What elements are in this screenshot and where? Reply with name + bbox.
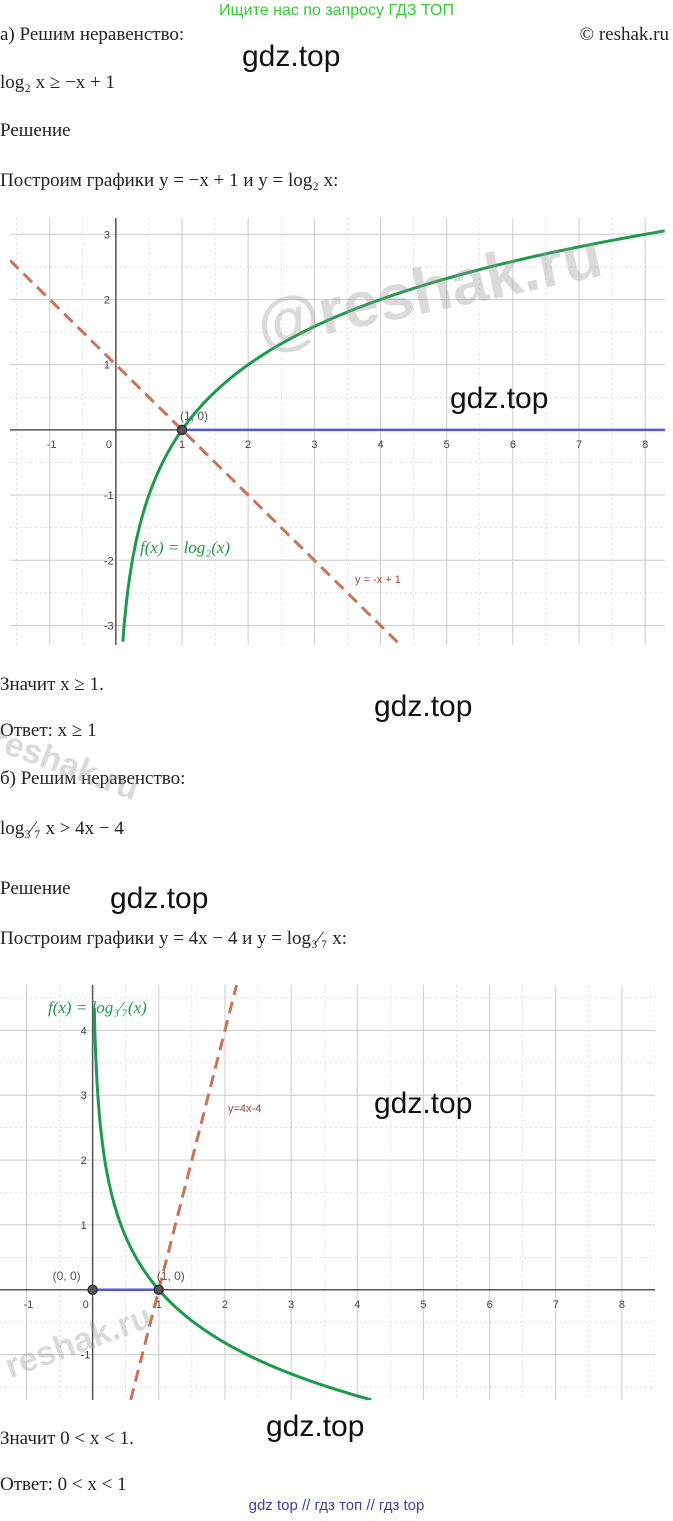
part-a-solution-label: Решение [0, 120, 71, 141]
graph-a: -1 0 1 2 3 4 5 6 7 8 -3 -2 -1 1 2 3 (1, 0) f(x) = log₂(x)… [10, 218, 665, 645]
x-tick-label: 3 [288, 1299, 294, 1311]
y-tick-label: 3 [104, 229, 110, 241]
line-label: y=4x-4 [228, 1103, 261, 1115]
watermark: gdz.top [266, 1410, 365, 1443]
x-tick-label: 8 [619, 1299, 625, 1311]
watermark: gdz.top [374, 690, 473, 723]
watermark: gdz.top [374, 1087, 473, 1120]
graph-b: -1 0 1 2 3 4 5 6 7 8 -1 1 2 3 4 (0, 0) (1, 0) f(x) = log₃… [0, 985, 655, 1400]
dashed-line [129, 985, 238, 1400]
y-tick-label: -1 [104, 490, 114, 502]
x-tick-label: 7 [553, 1299, 559, 1311]
intersection-point [176, 424, 188, 436]
part-b-conclusion: Значит 0 < x < 1. [0, 1428, 134, 1449]
x-tick-label: 2 [222, 1299, 228, 1311]
point-label: (1, 0) [180, 409, 208, 423]
y-tick-label: -2 [104, 555, 114, 567]
point-label: (1, 0) [157, 1269, 185, 1283]
y-tick-label: 1 [81, 1220, 87, 1232]
part-b-heading: б) Решим неравенство: [0, 768, 186, 789]
x-tick-label: 4 [354, 1299, 360, 1311]
x-tick-label: 8 [642, 439, 648, 451]
y-tick-label: -3 [104, 620, 114, 632]
x-tick-label: 6 [487, 1299, 493, 1311]
part-a-inequality: log₂ x ≥ −x + 1 [0, 72, 116, 93]
y-tick-label: 2 [81, 1155, 87, 1167]
part-a-heading: а) Решим неравенство: [0, 24, 185, 45]
x-tick-label: 5 [444, 439, 450, 451]
part-b-answer: Ответ: 0 < x < 1 [0, 1474, 127, 1495]
copyright: © reshak.ru [579, 24, 669, 45]
footer-links[interactable]: gdz top // гдз топ // гдз top [248, 1497, 425, 1514]
x-tick-label: 6 [510, 439, 516, 451]
y-tick-label: 3 [81, 1090, 87, 1102]
intersection-point [87, 1284, 98, 1296]
dashed-line [10, 259, 402, 645]
log-curve [92, 1007, 372, 1400]
watermark: gdz.top [110, 882, 209, 915]
x-tick-label: 0 [83, 1299, 89, 1311]
part-a-build-text: Построим графики y = −x + 1 и y = log₂ x… [0, 170, 339, 191]
point-label: (0, 0) [53, 1269, 81, 1283]
log-curve [121, 229, 665, 642]
y-tick-label: 4 [81, 1025, 87, 1037]
x-tick-label: 5 [420, 1299, 426, 1311]
x-tick-label: -1 [47, 439, 57, 451]
intersection-point [153, 1284, 165, 1296]
y-tick-label: -1 [81, 1350, 91, 1362]
x-tick-label: 1 [156, 1299, 162, 1311]
curve-label: f(x) = log₂(x) [140, 538, 230, 557]
part-b-inequality: log₃⁄₇ x > 4x − 4 [0, 818, 124, 839]
part-b-build-text: Построим графики y = 4x − 4 и y = log₃⁄₇… [0, 928, 348, 949]
x-tick-label: -1 [23, 1299, 33, 1311]
part-a-conclusion: Значит x ≥ 1. [0, 674, 104, 695]
part-a-answer: Ответ: x ≥ 1 [0, 720, 97, 741]
watermark: gdz.top [242, 40, 341, 73]
y-tick-label: 2 [104, 294, 110, 306]
line-label: y = -x + 1 [355, 574, 401, 586]
x-tick-label: 3 [311, 439, 317, 451]
x-tick-label: 4 [378, 439, 384, 451]
y-tick-label: 1 [104, 360, 110, 372]
x-tick-label: 0 [106, 439, 112, 451]
curve-label: f(x) = log₃⁄₇(x) [48, 998, 147, 1017]
x-tick-label: 2 [245, 439, 251, 451]
x-tick-label: 7 [576, 439, 582, 451]
ad-banner[interactable]: Ищите нас по запросу ГДЗ ТОП [219, 2, 454, 19]
part-b-solution-label: Решение [0, 878, 71, 899]
watermark: gdz.top [450, 382, 549, 415]
x-tick-label: 1 [179, 439, 185, 451]
